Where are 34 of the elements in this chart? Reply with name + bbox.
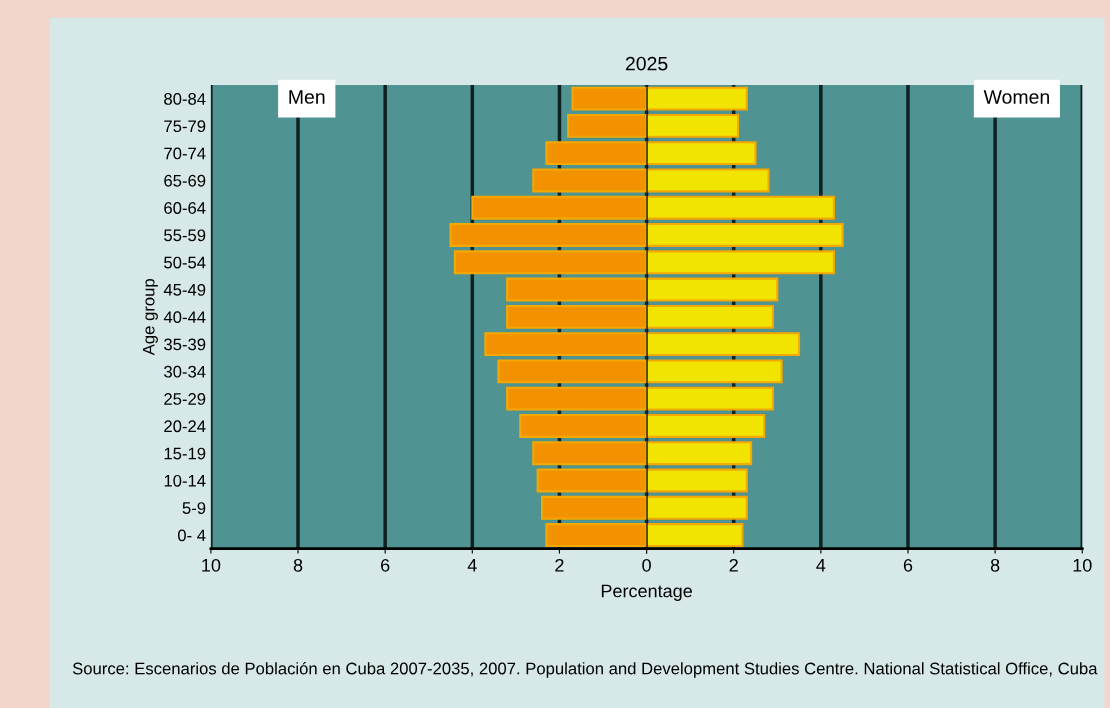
x-tick-label: 10 — [202, 558, 221, 572]
x-axis-title: Percentage — [601, 584, 692, 601]
y-tick-label: 80-84 — [164, 93, 206, 105]
text: Men — [289, 90, 325, 104]
y-tick-label: 65-69 — [164, 174, 206, 187]
x-tick-label: 2 — [555, 558, 564, 572]
y-tick-label: 30-34 — [164, 365, 206, 378]
y-tick-label: 55-59 — [164, 229, 206, 242]
x-tick-label: 10 — [1073, 558, 1092, 572]
y-tick-label: 25-29 — [164, 393, 206, 405]
y-tick-label: 75-79 — [164, 120, 206, 133]
x-tick-label: 6 — [903, 558, 913, 572]
y-tick-label: 60-64 — [164, 202, 206, 214]
x-tick-label: 4 — [816, 559, 826, 572]
x-tick-label: 6 — [381, 558, 390, 572]
source-note: Source: Escenarios de Población en Cuba 2007-2035, 2007. Population and Development Studies Centre. National Statistical Office, Cuba — [72, 661, 1098, 678]
y-tick-label: 20-24 — [164, 420, 206, 433]
y-tick-label: 15-19 — [164, 447, 206, 460]
y-axis-title: Age group — [142, 279, 158, 356]
y-tick-label: 45-49 — [163, 283, 206, 296]
x-tick-label: 8 — [293, 558, 303, 572]
x-tick-label: 8 — [990, 558, 1000, 572]
y-tick-label: 35-39 — [164, 338, 206, 351]
y-tick-label: 70-74 — [164, 147, 206, 160]
y-tick-label: 5-9 — [182, 502, 206, 514]
x-tick-label: 0 — [642, 558, 651, 572]
y-tick-label: 40-44 — [163, 311, 206, 324]
chart-title: 2025 — [625, 56, 668, 71]
x-tick-label: 2 — [729, 558, 738, 572]
text: Women — [983, 90, 1049, 104]
y-tick-label: 0- 4 — [177, 529, 206, 542]
x-tick-label: 4 — [467, 559, 477, 572]
y-tick-label: 50-54 — [164, 256, 206, 269]
y-tick-label: 10-14 — [164, 474, 206, 487]
